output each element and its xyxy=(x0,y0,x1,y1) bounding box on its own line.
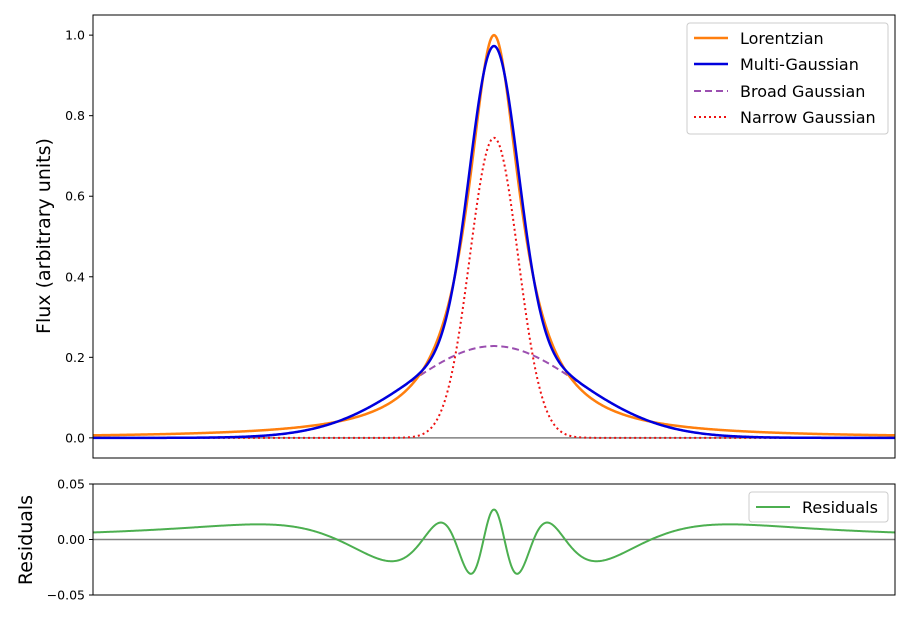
residual-legend: Residuals xyxy=(748,491,889,523)
main-y-tick-label: 1.0 xyxy=(65,28,85,43)
legend-label-multi-gaussian: Multi-Gaussian xyxy=(740,55,859,74)
series-line-multi-gaussian xyxy=(93,44,895,440)
main-y-tick-label: 0.6 xyxy=(65,189,85,204)
series-line-residuals xyxy=(92,508,896,575)
residual-legend-frame xyxy=(748,491,889,523)
main-panel: 0.0 0.2 0.4 0.6 0.8 1.0 Flux (arbitrary units… xyxy=(33,14,896,459)
main-plot-frame xyxy=(92,14,896,459)
series-line-narrow-gaussian xyxy=(93,136,895,439)
legend-label-lorentzian: Lorentzian xyxy=(740,29,824,48)
legend-label-residuals: Residuals xyxy=(802,498,878,517)
main-y-tick-label: 0.8 xyxy=(65,108,85,123)
residual-y-tick-label: 0.00 xyxy=(57,532,85,547)
main-legend: Lorentzian Multi-Gaussian Broad Gaussian… xyxy=(686,22,889,135)
residual-panel: −0.05 0.00 0.05 Residuals Residuals xyxy=(15,477,896,603)
legend-label-broad-gaussian: Broad Gaussian xyxy=(740,82,865,101)
residual-y-tick-label: −0.05 xyxy=(47,588,85,603)
series-line-lorentzian xyxy=(92,33,896,437)
main-y-axis-label: Flux (arbitrary units) xyxy=(33,138,55,334)
main-y-ticks: 0.0 0.2 0.4 0.6 0.8 1.0 xyxy=(65,28,93,445)
main-y-tick-label: 0.2 xyxy=(65,350,85,365)
main-y-tick-label: 0.0 xyxy=(65,430,85,445)
legend-label-narrow-gaussian: Narrow Gaussian xyxy=(740,108,876,127)
main-legend-frame xyxy=(686,22,889,135)
residual-y-ticks: −0.05 0.00 0.05 xyxy=(47,477,93,603)
residual-y-axis-label: Residuals xyxy=(15,495,37,585)
residual-series-layer xyxy=(92,508,896,575)
main-y-tick-label: 0.4 xyxy=(65,269,85,284)
main-series-layer xyxy=(92,33,896,440)
residual-y-tick-label: 0.05 xyxy=(57,477,85,492)
series-line-broad-gaussian xyxy=(93,345,895,439)
